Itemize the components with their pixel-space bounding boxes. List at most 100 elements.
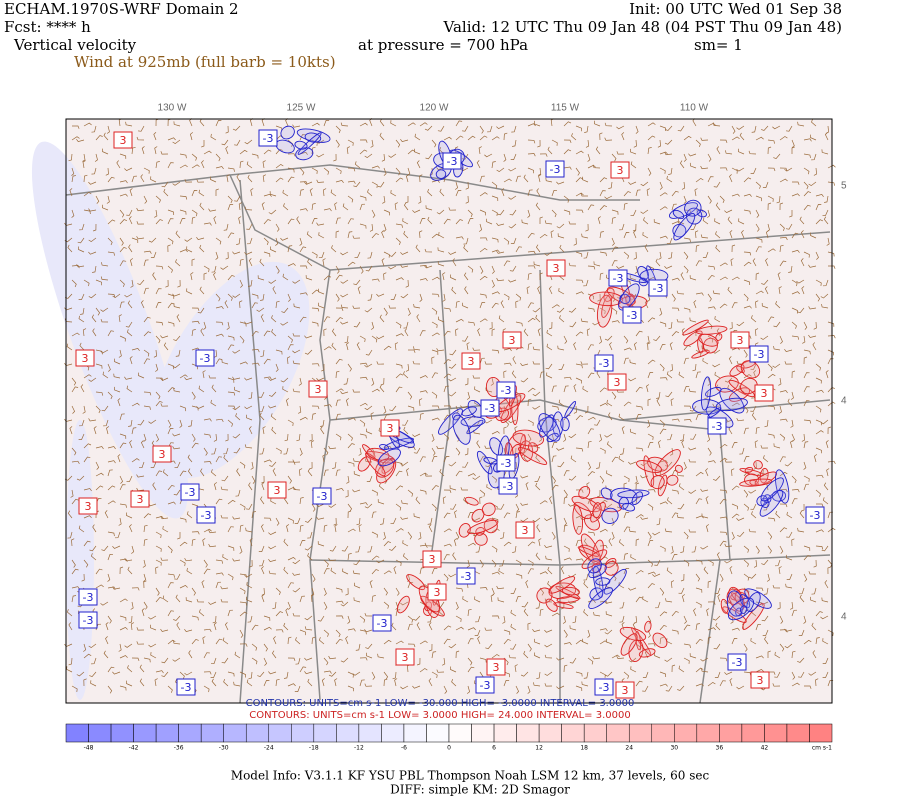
wind-barb xyxy=(455,236,464,240)
wind-barb xyxy=(539,500,548,505)
colorbar-tick-label: 12 xyxy=(535,745,543,752)
wind-barb xyxy=(335,600,344,604)
wind-barb xyxy=(713,181,721,188)
wind-barb xyxy=(232,293,241,298)
wind-barb xyxy=(227,499,236,505)
wind-barb xyxy=(268,405,277,409)
wind-barb xyxy=(659,671,667,678)
wind-barb xyxy=(294,685,301,692)
colorbar-tick-label: 42 xyxy=(761,745,769,752)
wind-barb xyxy=(670,580,675,589)
wind-barb xyxy=(821,149,829,155)
wind-barb xyxy=(83,443,92,449)
wind-barb xyxy=(286,524,290,533)
wind-barb xyxy=(628,657,637,663)
contour xyxy=(406,574,426,591)
wind-barb xyxy=(227,545,235,551)
wind-barb xyxy=(160,403,169,407)
wind-barb xyxy=(155,363,159,372)
latitude-label: 5 xyxy=(841,181,847,192)
wind-barb xyxy=(728,356,733,365)
wind-barb xyxy=(599,190,606,197)
wind-barb xyxy=(479,302,486,309)
wind-barb xyxy=(635,414,642,421)
wind-barb xyxy=(774,559,781,567)
wind-barb xyxy=(91,125,97,133)
wind-barb xyxy=(772,683,781,687)
wind-barb xyxy=(702,217,709,225)
wind-barb xyxy=(287,556,296,561)
wind-barb xyxy=(418,531,422,540)
wind-barb xyxy=(333,517,337,526)
wind-barb xyxy=(395,237,401,246)
wind-barb xyxy=(767,202,772,211)
wind-barb xyxy=(503,132,508,141)
wind-barb xyxy=(791,538,795,547)
wind-barb xyxy=(587,531,595,536)
wind-barb xyxy=(678,371,685,379)
wind-barb xyxy=(89,671,97,678)
wind-barb xyxy=(148,615,157,620)
wind-barb xyxy=(659,611,668,617)
wind-barb xyxy=(736,685,745,690)
boundary xyxy=(239,179,261,704)
wind-barb xyxy=(129,524,133,533)
wind-barb xyxy=(448,207,457,211)
wind-barb xyxy=(455,531,460,540)
wind-barb xyxy=(563,664,568,673)
wind-barb xyxy=(443,307,451,312)
wind-barb xyxy=(227,391,236,396)
wind-barb xyxy=(172,433,181,437)
wind-barb xyxy=(167,162,174,169)
wind-barb xyxy=(256,307,265,312)
wind-barb xyxy=(119,219,128,225)
wind-barb xyxy=(431,276,440,281)
wind-barb xyxy=(239,503,246,511)
wind-barb xyxy=(581,233,589,239)
wind-barb xyxy=(683,624,691,631)
wind-barb xyxy=(767,146,772,155)
wind-barb xyxy=(695,667,704,673)
wind-barb xyxy=(714,587,721,594)
wind-barb xyxy=(779,643,785,652)
wind-barb xyxy=(558,363,565,370)
wind-barb xyxy=(371,181,378,188)
wind-barb xyxy=(323,469,329,477)
wind-barb xyxy=(419,668,428,673)
wind-barb xyxy=(503,362,512,366)
contour-label-box xyxy=(648,279,668,297)
wind-barb xyxy=(107,330,115,337)
wind-barb xyxy=(186,288,193,295)
wind-barb xyxy=(189,132,194,141)
wind-barb xyxy=(395,503,402,511)
wind-barb xyxy=(395,528,404,533)
wind-barb xyxy=(179,374,188,379)
wind-barb xyxy=(767,248,776,253)
wind-barb xyxy=(520,377,529,383)
wind-barb xyxy=(647,503,654,511)
wind-barb xyxy=(299,246,307,253)
wind-barb xyxy=(201,160,205,169)
wind-barb xyxy=(283,203,289,211)
wind-barb xyxy=(599,402,608,407)
contour xyxy=(397,595,410,614)
wind-barb xyxy=(544,643,553,648)
wind-barb xyxy=(647,559,654,567)
wind-barb xyxy=(407,122,416,127)
wind-barb xyxy=(227,671,235,677)
wind-barb xyxy=(683,405,692,410)
wind-barb xyxy=(450,666,457,673)
wind-barb xyxy=(755,601,763,606)
wind-barb xyxy=(107,391,113,400)
wind-barb xyxy=(388,305,397,309)
wind-barb xyxy=(395,373,404,379)
colorbar-swatch xyxy=(448,723,472,743)
wind-barb xyxy=(666,371,673,379)
wind-barb xyxy=(477,636,481,645)
wind-barb xyxy=(353,181,361,188)
wind-barb xyxy=(677,125,685,132)
wind-barb xyxy=(215,418,224,422)
wind-barb xyxy=(443,543,452,547)
wind-barb xyxy=(575,377,582,384)
